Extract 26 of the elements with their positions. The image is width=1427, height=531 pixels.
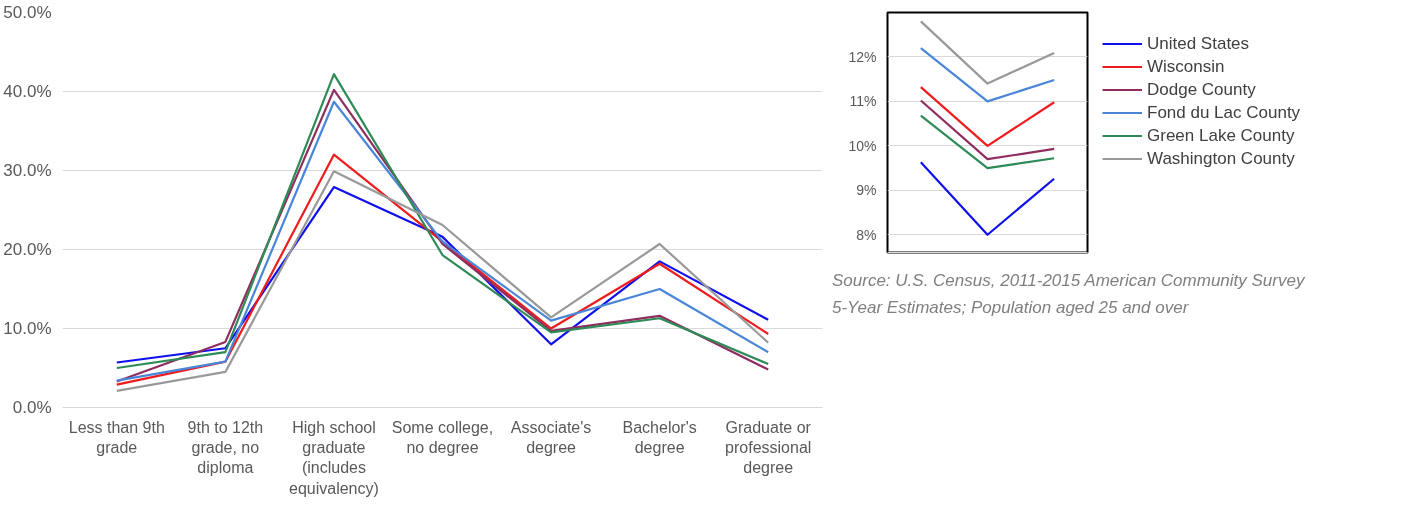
legend-label: Fond du Lac County — [1147, 102, 1301, 123]
legend-label: Dodge County — [1147, 79, 1256, 100]
x-tick-label: Associate's degree — [510, 418, 592, 456]
y-tick-label: 11% — [849, 93, 877, 110]
y-tick-label: 0.0% — [12, 398, 52, 417]
y-tick-label: 20.0% — [3, 240, 52, 259]
y-tick-label: 9% — [856, 182, 877, 199]
legend-label: Green Lake County — [1147, 125, 1295, 146]
y-tick-label: 12% — [848, 48, 877, 65]
line-series — [115, 185, 770, 364]
x-tick-label: Some college, no degree — [391, 418, 494, 456]
x-tick-label: 9th to 12th grade, no diploma — [187, 418, 264, 477]
x-tick-label: Graduate or professional degree — [725, 418, 812, 477]
legend-label: Washington County — [1147, 148, 1295, 169]
y-tick-label: 10% — [848, 137, 877, 154]
x-tick-label: Bachelor's degree — [622, 418, 697, 456]
y-tick-label: 8% — [856, 226, 877, 243]
y-tick-label: 30.0% — [3, 161, 52, 180]
x-tick-label: High school graduate (includes equivalency) — [289, 418, 379, 497]
x-tick-label: Less than 9th grade — [68, 418, 165, 456]
y-tick-label: 40.0% — [3, 82, 52, 101]
legend-label: Wisconsin — [1147, 56, 1225, 77]
legend-label: United States — [1147, 33, 1250, 54]
y-tick-label: 50.0% — [3, 3, 52, 22]
y-tick-label: 10.0% — [3, 319, 52, 338]
source-note: Source: U.S. Census, 2011-2015 American Community Survey 5-Year Estimates; Population aged 25 and over — [832, 270, 1306, 320]
